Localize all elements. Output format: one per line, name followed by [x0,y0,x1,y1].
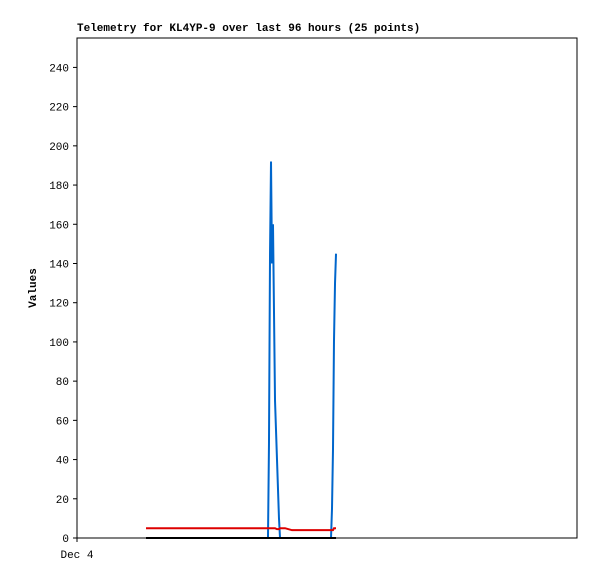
y-tick-label: 180 [49,181,69,193]
y-tick-label: 40 [56,456,69,468]
y-axis-label: Values [28,268,40,308]
y-tick-label: 0 [62,534,69,546]
y-tick-label: 220 [49,103,69,115]
plot-frame [76,37,578,539]
y-tick-label: 160 [49,220,69,232]
series-line [146,161,338,539]
y-tick-label: 120 [49,299,69,311]
y-tick-label: 20 [56,495,69,507]
y-tick-label: 60 [56,416,69,428]
y-tick-label: 140 [49,259,69,271]
series-line [146,527,337,532]
chart-title: Telemetry for KL4YP-9 over last 96 hours… [77,23,420,35]
x-tick-label: Dec 4 [60,550,93,562]
y-tick-label: 80 [56,377,69,389]
y-tick-label: 100 [49,338,69,350]
y-tick-label: 200 [49,142,69,154]
y-tick-label: 240 [49,63,69,75]
